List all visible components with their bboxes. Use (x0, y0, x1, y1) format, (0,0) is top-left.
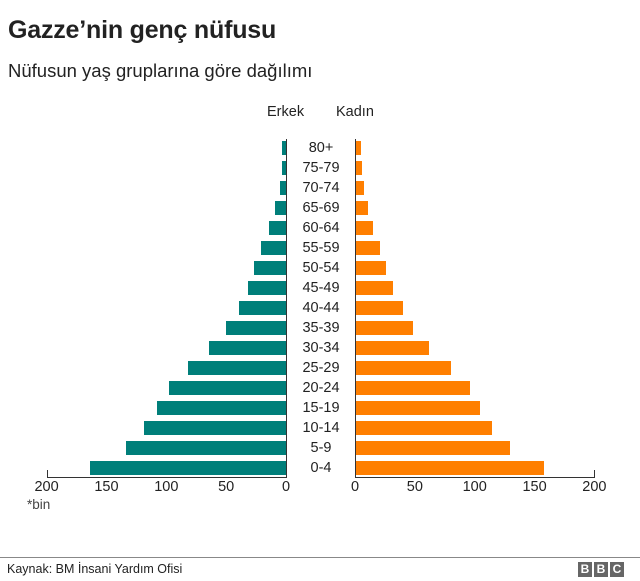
bar-male (282, 161, 286, 175)
page-title: Gazze’nin genç nüfusu (8, 16, 277, 44)
bar-female (356, 341, 430, 355)
bar-male (89, 461, 286, 475)
bar-male (125, 441, 286, 455)
page-subtitle: Nüfusun yaş gruplarına göre dağılımı (8, 60, 313, 81)
bar-female (356, 301, 403, 315)
age-group-label: 55-59 (302, 240, 340, 256)
bar-female (356, 221, 373, 235)
bar-female (356, 381, 470, 395)
bar-female (356, 261, 386, 275)
x-tick-label-right: 50 (406, 479, 423, 495)
bar-male (239, 301, 286, 315)
bbc-logo: B B C (578, 562, 624, 577)
unit-note: *bin (27, 497, 51, 512)
age-group-label: 45-49 (302, 280, 340, 296)
bar-male (280, 181, 286, 195)
x-tick-label-left: 200 (34, 479, 59, 495)
bar-male (168, 381, 286, 395)
age-group-label: 80+ (308, 140, 334, 156)
bar-male (275, 201, 286, 215)
bar-male (143, 421, 286, 435)
age-group-label: 10-14 (302, 420, 340, 436)
x-tick-label-left: 100 (154, 479, 179, 495)
bbc-logo-letter: B (594, 562, 608, 577)
bar-male (253, 261, 286, 275)
x-tick-label-right: 150 (522, 479, 547, 495)
legend-male: Erkek (267, 104, 305, 120)
x-tick-label-right: 200 (582, 479, 607, 495)
bar-male (226, 321, 286, 335)
x-axis-right (355, 477, 596, 478)
bar-male (282, 141, 286, 155)
x-tick-label-right: 100 (462, 479, 487, 495)
bar-female (356, 181, 365, 195)
age-group-label: 70-74 (302, 180, 340, 196)
bar-female (356, 441, 511, 455)
bar-male (260, 241, 286, 255)
bbc-logo-letter: B (578, 562, 592, 577)
x-tick-label-left: 0 (281, 479, 291, 495)
population-pyramid-chart: 80+ 75-79 70-74 65-69 60-64 55-59 50-54 45-49 40… (34, 139, 607, 495)
age-group-label: 65-69 (302, 200, 340, 216)
age-group-label: 30-34 (302, 340, 340, 356)
bar-female (356, 281, 394, 295)
bbc-logo-letter: C (610, 562, 624, 577)
age-group-label: 0-4 (310, 460, 332, 476)
age-group-label: 15-19 (302, 400, 340, 416)
age-group-label: 25-29 (302, 360, 340, 376)
bar-male (156, 401, 286, 415)
age-group-label: 40-44 (302, 300, 340, 316)
tick-mark (46, 470, 48, 477)
bar-female (356, 141, 361, 155)
bar-female (356, 401, 481, 415)
bar-female (356, 421, 493, 435)
x-tick-label-left: 150 (94, 479, 119, 495)
bar-female (356, 321, 414, 335)
bar-female (356, 241, 380, 255)
age-group-label: 5-9 (310, 440, 332, 456)
age-group-label: 50-54 (302, 260, 340, 276)
bar-male (187, 361, 286, 375)
age-group-label: 35-39 (302, 320, 340, 336)
tick-mark (594, 470, 596, 477)
bar-female (356, 161, 362, 175)
legend-female: Kadın (336, 104, 374, 120)
age-group-label: 75-79 (302, 160, 340, 176)
source-text: Kaynak: BM İnsani Yardım Ofisi (7, 562, 183, 576)
bar-male (269, 221, 286, 235)
axis-left-vertical (286, 139, 287, 478)
x-tick-label-left: 50 (218, 479, 235, 495)
age-group-label: 60-64 (302, 220, 340, 236)
age-group-label: 20-24 (302, 380, 340, 396)
axis-right-vertical (355, 139, 356, 478)
x-tick-label-right: 0 (350, 479, 360, 495)
bar-female (356, 361, 451, 375)
bar-female (356, 461, 544, 475)
bar-male (247, 281, 286, 295)
x-axis-left (46, 477, 287, 478)
bar-female (356, 201, 368, 215)
bar-male (209, 341, 286, 355)
footer-divider (0, 557, 640, 558)
